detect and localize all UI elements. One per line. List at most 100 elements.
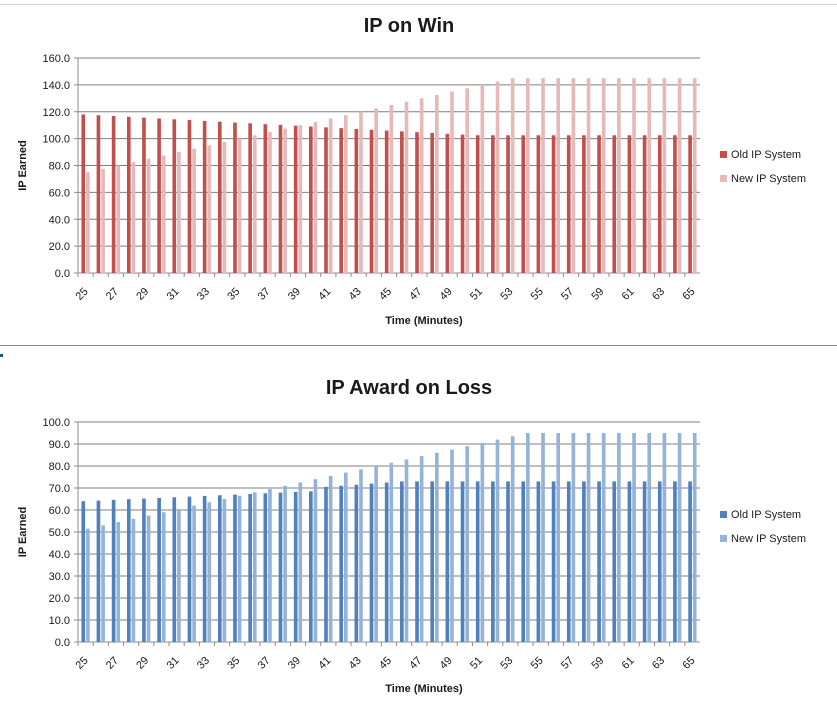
x-axis-label: Time (Minutes) [385,315,463,327]
bar-old-ip-system [369,129,374,273]
bar-new-ip-system [389,462,394,642]
x-tick-label: 33 [195,655,212,672]
x-tick-label: 41 [316,286,333,303]
chart-title: IP on Win [364,15,455,37]
bar-new-ip-system [131,162,136,273]
y-tick-label: 30.0 [49,571,70,583]
x-tick-label: 51 [468,655,485,672]
bar-new-ip-system [101,525,105,642]
bar-old-ip-system [172,497,177,642]
x-tick-label: 55 [529,286,546,303]
bar-new-ip-system [465,446,469,642]
bar-old-ip-system [612,481,617,642]
bar-old-ip-system [642,481,647,642]
bar-old-ip-system [491,481,495,642]
bar-old-ip-system [536,481,541,642]
x-tick-label: 25 [74,286,91,303]
x-tick-label: 45 [377,286,394,303]
bar-new-ip-system [677,78,682,273]
bar-new-ip-system [298,125,303,273]
bar-old-ip-system [627,481,632,642]
bar-old-ip-system [536,135,541,273]
bar-old-ip-system [384,130,389,273]
bar-old-ip-system [415,481,419,642]
bar-old-ip-system [81,114,86,273]
bar-new-ip-system [389,105,394,273]
bar-new-ip-system [101,168,105,273]
y-tick-label: 100.0 [42,417,70,429]
y-tick-label: 90.0 [49,439,70,451]
bar-new-ip-system [192,505,196,642]
bar-old-ip-system [597,135,601,273]
bar-new-ip-system [662,433,667,642]
bar-new-ip-system [146,515,151,642]
y-tick-label: 50.0 [49,527,70,539]
bar-old-ip-system [309,126,313,273]
bar-old-ip-system [506,481,510,642]
bar-old-ip-system [126,499,131,642]
bar-new-ip-system [435,94,439,273]
bar-old-ip-system [551,481,556,642]
x-tick-label: 63 [650,286,667,303]
selection-handle[interactable] [0,354,3,357]
x-tick-label: 37 [256,286,273,303]
bar-old-ip-system [415,132,419,273]
x-tick-label: 49 [438,655,455,672]
bar-old-ip-system [673,135,677,273]
bar-new-ip-system [207,502,212,642]
x-tick-label: 43 [347,655,364,672]
bar-old-ip-system [582,135,586,273]
bar-new-ip-system [692,78,697,273]
bar-new-ip-system [313,121,318,273]
y-tick-label: 0.0 [55,637,70,649]
bar-old-ip-system [324,127,328,274]
bar-new-ip-system [586,433,591,642]
bar-old-ip-system [142,117,146,273]
y-tick-label: 0.0 [55,268,70,280]
bar-new-ip-system [298,482,303,642]
bar-new-ip-system [237,138,242,273]
bar-new-ip-system [480,84,485,273]
bar-new-ip-system [419,456,424,642]
bar-new-ip-system [692,433,697,642]
bar-new-ip-system [146,158,151,273]
bar-new-ip-system [283,128,287,273]
y-tick-label: 10.0 [49,615,70,627]
bar-old-ip-system [384,482,389,642]
bar-old-ip-system [400,131,404,273]
bar-old-ip-system [293,125,298,273]
bar-old-ip-system [96,115,101,274]
bar-old-ip-system [673,481,677,642]
x-tick-label: 31 [165,286,182,303]
bar-new-ip-system [510,436,515,642]
y-axis-label: IP Earned [17,140,29,191]
x-tick-label: 29 [134,655,151,672]
bar-old-ip-system [642,135,647,273]
y-tick-label: 70.0 [49,483,70,495]
bar-old-ip-system [521,481,526,642]
x-tick-label: 45 [377,655,394,672]
x-tick-label: 65 [680,655,697,672]
bar-new-ip-system [161,155,166,273]
bar-old-ip-system [551,135,556,273]
bar-old-ip-system [369,483,374,642]
bar-old-ip-system [566,135,571,273]
bar-old-ip-system [263,124,268,273]
bar-old-ip-system [263,493,268,642]
bar-old-ip-system [400,481,404,642]
bar-new-ip-system [601,78,606,273]
bar-new-ip-system [541,433,545,642]
x-tick-label: 25 [74,655,91,672]
bar-old-ip-system [157,497,161,642]
bar-old-ip-system [142,498,146,642]
x-tick-label: 65 [680,286,697,303]
bar-new-ip-system [252,492,257,642]
x-tick-label: 27 [104,655,121,672]
bar-old-ip-system [309,491,313,642]
bar-new-ip-system [86,528,90,642]
x-tick-label: 37 [256,655,273,672]
x-tick-label: 49 [438,286,455,303]
x-tick-label: 57 [559,286,576,303]
bar-new-ip-system [207,145,212,273]
bar-new-ip-system [161,512,166,642]
